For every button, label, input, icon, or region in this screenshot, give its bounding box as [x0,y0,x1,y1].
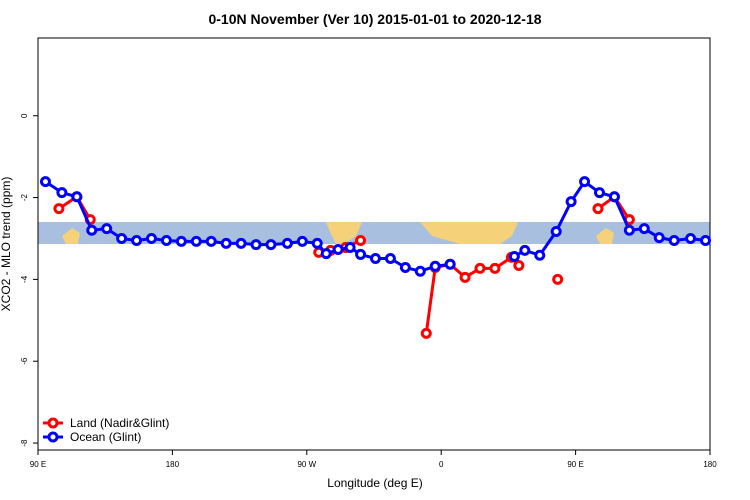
y-tick-label: -4 [20,275,29,283]
data-point [235,237,247,249]
data-point [399,262,411,274]
data-point [459,271,471,283]
y-tick-label: -8 [20,439,29,447]
data-point [700,235,712,247]
data-point [444,258,456,270]
data-point [593,187,605,199]
series [39,176,712,277]
data-point [579,176,591,188]
data-point [592,203,604,215]
data-point [56,187,68,199]
data-point [474,262,486,274]
data-point [101,223,113,235]
data-point [250,239,262,251]
data-point [623,224,635,236]
data-point [550,226,562,238]
x-tick-label: 90 W [297,460,316,469]
data-point [39,176,51,188]
y-tick-label: -6 [20,357,29,365]
data-point [145,232,157,244]
data-point [508,250,520,262]
legend-label: Ocean (Glint) [70,430,141,444]
data-point [281,237,293,249]
legend: Land (Nadir&Glint)Ocean (Glint) [43,416,169,444]
data-point [355,235,367,247]
data-point [519,244,531,256]
x-tick-label: 180 [703,460,717,469]
data-point [175,235,187,247]
data-point [116,232,128,244]
data-point [653,232,665,244]
data-point [344,241,356,253]
data-point [71,191,83,203]
x-axis-label: Longitude (deg E) [327,476,422,490]
chart-title: 0-10N November (Ver 10) 2015-01-01 to 20… [208,11,541,27]
legend-label: Land (Nadir&Glint) [70,416,169,430]
data-point [190,235,202,247]
x-tick-label: 0 [439,460,444,469]
data-point [296,235,308,247]
x-tick-label: 90 E [567,460,583,469]
data-point [369,253,381,265]
plot-frame [37,37,711,451]
data-point [53,203,65,215]
data-point [320,248,332,260]
data-point [205,235,217,247]
data-point [608,191,620,203]
data-point [552,273,564,285]
series [53,191,635,339]
data-point [220,237,232,249]
data-point [513,259,525,271]
data-point [668,235,680,247]
legend-marker [47,431,59,443]
y-axis-label: XCO2 - MLO trend (ppm) [0,177,13,312]
y-tick-label: 0 [20,113,29,118]
data-point [311,237,323,249]
data-point [420,327,432,339]
data-point [489,262,501,274]
data-point [86,224,98,236]
data-point [355,248,367,260]
data-point [414,265,426,277]
y-tick-label: -2 [20,193,29,201]
x-tick-label: 90 E [30,460,46,469]
x-tick-label: 180 [166,460,180,469]
data-point [429,260,441,272]
data-point [265,239,277,251]
data-point [332,244,344,256]
data-point [565,196,577,208]
data-point [534,249,546,261]
data-point [131,235,143,247]
data-point [160,235,172,247]
legend-marker [47,417,59,429]
map-strip [38,222,710,244]
data-point [384,253,396,265]
data-point [685,232,697,244]
data-point [638,223,650,235]
